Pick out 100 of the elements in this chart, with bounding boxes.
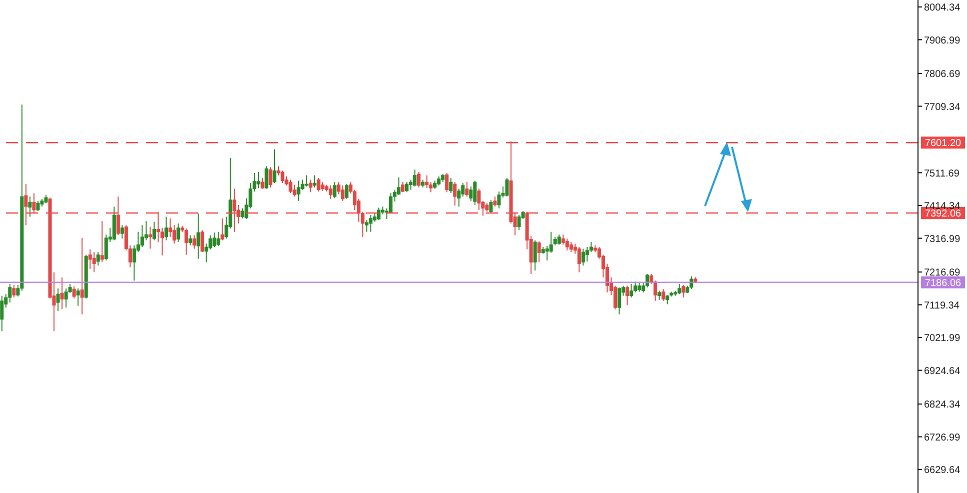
- candlestick: [216, 231, 220, 246]
- candlestick: [88, 248, 92, 270]
- candlestick: [425, 174, 429, 189]
- candlestick: [264, 166, 268, 190]
- candlestick: [156, 211, 160, 242]
- candlestick: [417, 171, 421, 188]
- candlestick: [449, 178, 453, 194]
- candlestick: [469, 186, 473, 202]
- candlestick: [100, 220, 104, 263]
- candlestick: [268, 166, 272, 188]
- candlestick: [376, 207, 380, 221]
- y-tick-label: 7511.69: [924, 168, 960, 180]
- candlestick: [148, 226, 152, 250]
- candlestick: [192, 234, 196, 250]
- candlestick: [196, 212, 200, 260]
- candlestick: [296, 180, 300, 202]
- y-tick-label: 7906.99: [924, 35, 961, 46]
- candlestick: [549, 231, 553, 254]
- candlestick: [662, 288, 666, 302]
- candlestick: [569, 241, 573, 253]
- candlestick: [473, 180, 477, 206]
- candlestick: [437, 176, 441, 186]
- candlestick: [453, 182, 457, 206]
- candlestick: [658, 290, 662, 300]
- candlestick: [545, 245, 549, 261]
- candlestick: [505, 178, 509, 198]
- candlestick: [413, 169, 417, 187]
- candlestick: [517, 214, 521, 231]
- ref-line-label: 7186.06: [924, 278, 962, 289]
- candlestick: [666, 294, 670, 305]
- candlestick: [32, 192, 36, 214]
- candlestick: [613, 285, 617, 310]
- candlestick: [304, 174, 308, 187]
- candlestick: [565, 238, 569, 251]
- y-tick-label: 8004.34: [924, 2, 961, 14]
- candlestick: [533, 240, 537, 272]
- candlestick: [256, 171, 260, 189]
- y-tick-label: 6824.34: [924, 400, 961, 411]
- y-tick-label: 7119.34: [924, 300, 960, 312]
- candlestick: [212, 232, 216, 248]
- candlestick: [577, 246, 581, 273]
- candlestick: [188, 234, 192, 246]
- candlestick: [232, 188, 236, 232]
- candlestick: [272, 148, 276, 184]
- candlestick: [312, 174, 316, 188]
- y-tick-label: 6924.64: [924, 366, 961, 377]
- y-tick-label: 6726.99: [924, 432, 961, 444]
- candlestick: [76, 288, 80, 306]
- candlestick: [682, 284, 686, 298]
- candlestick: [36, 200, 40, 212]
- candlestick: [0, 295, 4, 332]
- candlestick: [160, 227, 164, 256]
- candlestick: [678, 284, 682, 295]
- candlestick: [116, 196, 120, 236]
- candlestick: [288, 179, 292, 194]
- candlestick: [220, 218, 224, 241]
- y-tick-label: 7216.69: [924, 268, 961, 279]
- candlestick: [389, 192, 392, 214]
- candlestick: [405, 182, 409, 193]
- candlestick: [457, 188, 461, 208]
- candlestick: [240, 208, 244, 219]
- candlestick: [72, 286, 76, 299]
- candlestick: [28, 196, 32, 218]
- candlestick: [368, 214, 372, 232]
- candlestick: [120, 224, 124, 240]
- candlestick: [557, 234, 561, 246]
- candlestick: [64, 288, 68, 308]
- candlestick: [140, 224, 144, 248]
- candlestick: [260, 178, 264, 190]
- candlestick: [340, 184, 344, 202]
- y-tick-label: 6629.64: [924, 465, 961, 476]
- candlestick: [12, 284, 16, 298]
- candlestick: [96, 252, 100, 266]
- candlestick: [493, 196, 497, 208]
- candlestick: [626, 285, 630, 306]
- candlestick: [280, 170, 284, 184]
- candlestick: [24, 184, 28, 226]
- candlestick: [200, 230, 204, 253]
- candlestick: [168, 218, 172, 238]
- candlestick: [344, 184, 348, 200]
- candlestick: [308, 179, 312, 193]
- candlestick: [489, 199, 493, 214]
- y-tick-label: 7709.34: [924, 102, 961, 113]
- candlestick: [176, 222, 180, 242]
- candlestick: [630, 284, 634, 298]
- candlestick: [497, 190, 501, 209]
- candlestick: [8, 284, 12, 304]
- y-tick-label: 7316.99: [924, 234, 961, 245]
- candlestick: [60, 276, 64, 310]
- candlestick: [316, 178, 320, 192]
- candlestick: [328, 184, 332, 200]
- candlestick: [445, 172, 449, 193]
- candlestick: [581, 248, 585, 266]
- candlestick: [332, 182, 336, 199]
- y-tick-label: 7806.69: [924, 69, 961, 80]
- candlestick: [465, 182, 469, 198]
- candlestick: [184, 228, 188, 256]
- candlestick: [409, 179, 413, 190]
- candlestick: [92, 252, 96, 273]
- candlestick: [56, 288, 60, 312]
